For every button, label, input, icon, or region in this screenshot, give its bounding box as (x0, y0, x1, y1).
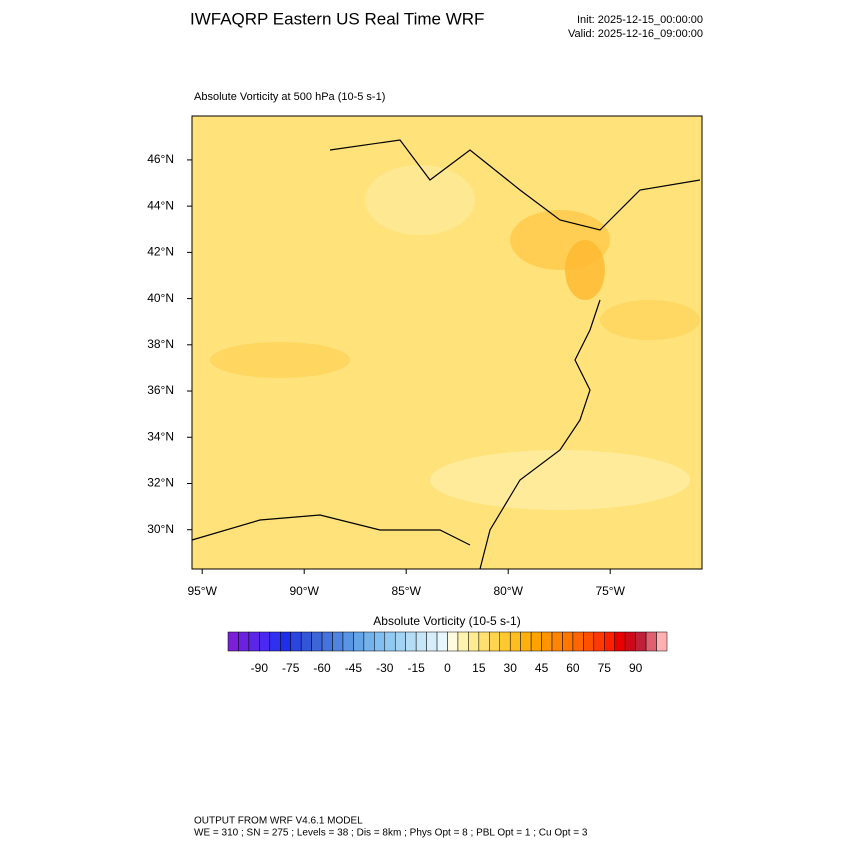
colorbar-tick-label: 75 (598, 661, 612, 675)
colorbar-title: Absolute Vorticity (10-5 s-1) (373, 614, 520, 628)
colorbar-tick-label: -15 (407, 661, 425, 675)
x-tick-label: 90°W (289, 584, 319, 598)
colorbar-box (384, 631, 396, 652)
colorbar-box (645, 631, 657, 652)
colorbar-box (457, 631, 469, 652)
colorbar-box (593, 631, 605, 652)
map-field (191, 115, 703, 570)
colorbar-box (551, 631, 563, 652)
y-tick-label: 40°N (147, 291, 174, 305)
y-tick-label: 36°N (147, 383, 174, 397)
colorbar-box (280, 631, 291, 652)
colorbar-box (238, 631, 250, 652)
x-tick-label: 80°W (493, 584, 523, 598)
colorbar-tick-label: -60 (313, 661, 331, 675)
colorbar-box (426, 631, 438, 652)
y-tick-label: 30°N (147, 522, 174, 536)
colorbar-box (447, 631, 459, 652)
init-time: Init: 2025-12-15_00:00:00 (577, 14, 703, 26)
footer-line: WE = 310 ; SN = 275 ; Levels = 38 ; Dis … (194, 828, 588, 839)
y-tick-label: 34°N (147, 429, 174, 443)
colorbar-tick-label: -90 (251, 661, 269, 675)
y-tick-label: 46°N (147, 152, 174, 166)
colorbar-box (562, 631, 574, 652)
colorbar-box (300, 631, 312, 652)
colorbar-box (405, 631, 417, 652)
y-tick-label: 38°N (147, 337, 174, 351)
colorbar-box (321, 631, 333, 652)
y-tick-label: 44°N (147, 198, 174, 212)
y-tick-label: 32°N (147, 476, 174, 490)
colorbar-tick-label: 30 (504, 661, 518, 675)
colorbar-box (374, 631, 386, 652)
colorbar-box (353, 631, 365, 652)
colorbar-box (530, 631, 542, 652)
colorbar-box (468, 631, 480, 652)
subtitle: Absolute Vorticity at 500 hPa (10-5 s-1) (194, 91, 385, 103)
colorbar-tick-label: 45 (535, 661, 549, 675)
colorbar-box (520, 631, 532, 652)
colorbar-tick-label: -30 (376, 661, 394, 675)
colorbar-box (259, 631, 271, 652)
colorbar-box (436, 631, 448, 652)
footer-line: OUTPUT FROM WRF V4.6.1 MODEL (194, 816, 363, 827)
x-tick-label: 95°W (187, 584, 217, 598)
colorbar-box (478, 631, 490, 652)
title: IWFAQRP Eastern US Real Time WRF (190, 9, 484, 28)
colorbar-box (227, 631, 239, 652)
colorbar-tick-label: 60 (566, 661, 580, 675)
colorbar-box (604, 631, 615, 652)
colorbar-box (415, 631, 427, 652)
colorbar-box (541, 631, 553, 652)
colorbar-box (624, 631, 636, 652)
colorbar-tick-label: 0 (444, 661, 451, 675)
colorbar-tick-label: -45 (345, 661, 363, 675)
colorbar-tick-label: -75 (282, 661, 300, 675)
colorbar-box (614, 631, 626, 652)
colorbar-box (363, 631, 375, 652)
x-tick-label: 85°W (391, 584, 421, 598)
colorbar-tick-label: 90 (629, 661, 643, 675)
colorbar-box (269, 631, 281, 652)
colorbar-box (656, 631, 668, 652)
colorbar-box (394, 631, 406, 652)
colorbar-box (489, 631, 501, 652)
colorbar-box (342, 631, 354, 652)
valid-time: Valid: 2025-12-16_09:00:00 (568, 28, 703, 40)
colorbar-box (248, 631, 260, 652)
colorbar-box (311, 631, 323, 652)
colorbar-box (635, 631, 647, 652)
colorbar-box (583, 631, 595, 652)
colorbar-box (290, 631, 302, 652)
x-tick-label: 75°W (595, 584, 625, 598)
colorbar-box (499, 631, 511, 652)
colorbar-box (509, 631, 521, 652)
colorbar-box (572, 631, 584, 652)
colorbar-box (332, 631, 344, 652)
y-tick-label: 42°N (147, 245, 174, 259)
colorbar-tick-label: 15 (472, 661, 486, 675)
